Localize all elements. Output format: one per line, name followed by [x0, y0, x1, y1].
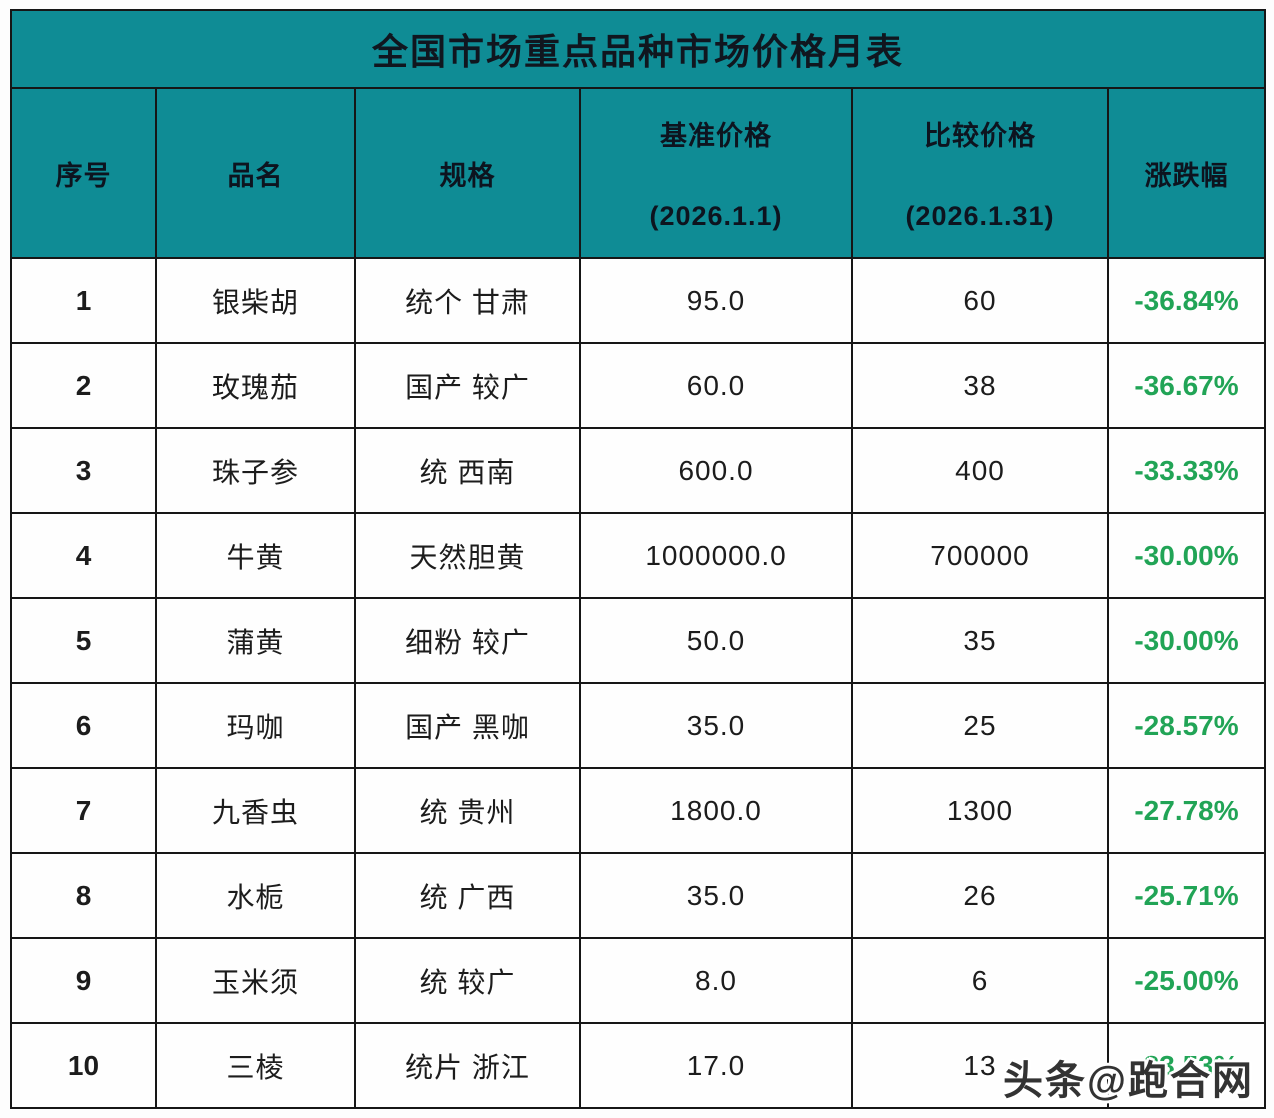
cell-base_price: 17.0 [579, 1022, 853, 1109]
table-row: 2 玫瑰茄 国产 较广 60.0 38 -36.67% [10, 342, 1267, 429]
cell-base_price: 1800.0 [579, 767, 853, 854]
cell-index: 6 [10, 682, 157, 769]
table-row: 4 牛黄 天然胆黄 1000000.0 700000 -30.00% [10, 512, 1267, 599]
cell-name: 玫瑰茄 [155, 342, 356, 429]
cell-index: 5 [10, 597, 157, 684]
cell-compare_price: 25 [851, 682, 1109, 769]
column-header-compare_price: 比较价格 (2026.1.31) [851, 87, 1109, 259]
cell-spec: 国产 黑咖 [354, 682, 581, 769]
cell-base_price: 50.0 [579, 597, 853, 684]
header-row: 序号 品名 规格 基准价格 (2026.1.1) 比较价格 (2026.1.31) 涨跌幅 [10, 87, 1267, 259]
cell-name: 水栀 [155, 852, 356, 939]
cell-spec: 统片 浙江 [354, 1022, 581, 1109]
column-header-index: 序号 [10, 87, 157, 259]
cell-compare_price: 60 [851, 257, 1109, 344]
column-header-content: 基准价格 (2026.1.1) [582, 114, 850, 232]
table-row: 9 玉米须统 较广 8.0 6 -25.00% [10, 937, 1267, 1024]
cell-spec: 统 西南 [354, 427, 581, 514]
column-header-change: 涨跌幅 [1106, 87, 1267, 259]
cell-base_price: 95.0 [579, 257, 853, 344]
cell-change: -28.57% [1106, 682, 1267, 769]
column-header-label: 品名 [227, 160, 284, 191]
cell-compare_price: 35 [851, 597, 1109, 684]
cell-change: -30.00% [1106, 597, 1267, 684]
column-header-base_price: 基准价格 (2026.1.1) [579, 87, 853, 259]
cell-index: 4 [10, 512, 157, 599]
cell-compare_price: 700000 [851, 512, 1109, 599]
cell-name: 玛咖 [155, 682, 356, 769]
cell-spec: 统 贵州 [354, 767, 581, 854]
cell-spec: 国产 较广 [354, 342, 581, 429]
cell-index: 8 [10, 852, 157, 939]
cell-spec: 统 广西 [354, 852, 581, 939]
table-row: 5 蒲黄 细粉 较广 50.0 35 -30.00% [10, 597, 1267, 684]
cell-compare_price: 6 [851, 937, 1109, 1024]
column-header-subdate: (2026.1.1) [649, 201, 783, 231]
cell-spec: 统个 甘肃 [354, 257, 581, 344]
cell-spec: 细粉 较广 [354, 597, 581, 684]
column-header-label: 涨跌幅 [1144, 160, 1229, 191]
table-row: 7 九香虫统 贵州 1800.0 1300 -27.78% [10, 767, 1267, 854]
table-row: 1 银柴胡 统个 甘肃 95.0 60 -36.84% [10, 257, 1267, 344]
column-header-label: 序号 [55, 160, 112, 191]
cell-name: 三棱 [155, 1022, 356, 1109]
cell-change: -33.33% [1106, 427, 1267, 514]
column-header-content: 品名 [158, 154, 353, 193]
cell-name: 玉米须 [155, 937, 356, 1024]
cell-name: 银柴胡 [155, 257, 356, 344]
cell-name: 蒲黄 [155, 597, 356, 684]
cell-base_price: 8.0 [579, 937, 853, 1024]
cell-change: -23.53% [1106, 1022, 1267, 1109]
cell-index: 2 [10, 342, 157, 429]
column-header-label: 基准价格 [660, 121, 772, 151]
cell-compare_price: 38 [851, 342, 1109, 429]
table-row: 10 三棱 统片 浙江 17.0 13 -23.53% [10, 1022, 1267, 1109]
cell-compare_price: 1300 [851, 767, 1109, 854]
column-header-spec: 规格 [354, 87, 581, 259]
cell-compare_price: 26 [851, 852, 1109, 939]
column-header-label: 规格 [439, 160, 496, 191]
table-body: 1 银柴胡 统个 甘肃 95.0 60 -36.84% 2 玫瑰茄 国产 较广 60.0 38 -36… [10, 257, 1267, 1109]
cell-index: 1 [10, 257, 157, 344]
table-row: 8 水栀统 广西 35.0 26 -25.71% [10, 852, 1267, 939]
cell-change: -30.00% [1106, 512, 1267, 599]
cell-index: 3 [10, 427, 157, 514]
title-row: 全国市场重点品种市场价格月表 [9, 9, 1267, 89]
column-header-content: 序号 [13, 154, 154, 193]
cell-base_price: 600.0 [579, 427, 853, 514]
cell-index: 7 [10, 767, 157, 854]
table-row: 3 珠子参统 西南 600.0 400 -33.33% [10, 427, 1267, 514]
cell-change: -36.67% [1106, 342, 1267, 429]
cell-name: 珠子参 [155, 427, 356, 514]
cell-name: 九香虫 [155, 767, 356, 854]
cell-spec: 天然胆黄 [354, 512, 581, 599]
cell-compare_price: 400 [851, 427, 1109, 514]
cell-change: -36.84% [1106, 257, 1267, 344]
cell-name: 牛黄 [155, 512, 356, 599]
cell-change: -27.78% [1106, 767, 1267, 854]
cell-change: -25.71% [1106, 852, 1267, 939]
cell-spec: 统 较广 [354, 937, 581, 1024]
column-header-label: 比较价格 [924, 121, 1036, 151]
price-table: 全国市场重点品种市场价格月表 序号 品名 规格 基准价格 (2026.1.1) 比较价格 (… [9, 9, 1267, 1109]
table-title: 全国市场重点品种市场价格月表 [9, 9, 1267, 89]
column-header-subdate: (2026.1.31) [905, 201, 1055, 231]
cell-base_price: 1000000.0 [579, 512, 853, 599]
cell-index: 9 [10, 937, 157, 1024]
cell-base_price: 35.0 [579, 852, 853, 939]
cell-base_price: 35.0 [579, 682, 853, 769]
table-row: 6 玛咖 国产 黑咖 35.0 25 -28.57% [10, 682, 1267, 769]
cell-index: 10 [10, 1022, 157, 1109]
column-header-content: 规格 [357, 154, 578, 193]
cell-change: -25.00% [1106, 937, 1267, 1024]
column-header-name: 品名 [155, 87, 356, 259]
cell-compare_price: 13 [851, 1022, 1109, 1109]
column-header-content: 涨跌幅 [1110, 154, 1263, 193]
column-header-content: 比较价格 (2026.1.31) [854, 114, 1106, 232]
cell-base_price: 60.0 [579, 342, 853, 429]
